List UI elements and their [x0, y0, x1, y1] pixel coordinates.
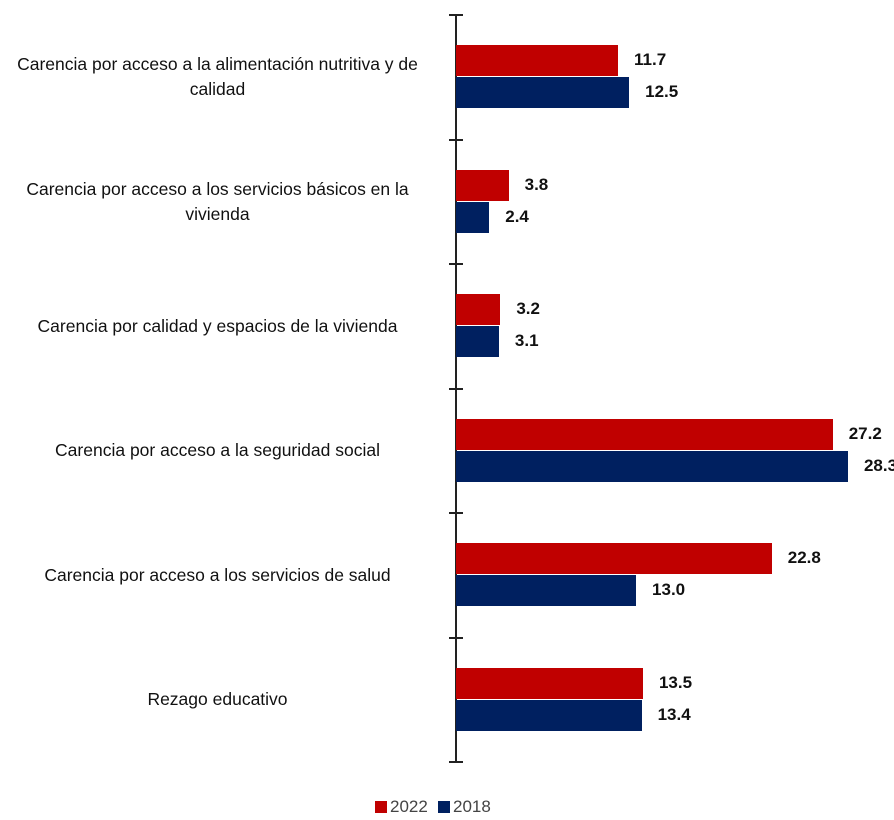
- value-label: 13.0: [652, 580, 686, 600]
- value-label: 3.2: [516, 299, 540, 319]
- bar: [456, 543, 772, 575]
- value-label: 27.2: [848, 423, 882, 443]
- value-label: 13.4: [657, 704, 691, 724]
- legend-label: 2018: [453, 797, 491, 816]
- category-label: Carencia por calidad y espacios de la vi…: [37, 315, 398, 336]
- category-label: Rezago educativo: [147, 689, 288, 710]
- axis-tick: [449, 14, 463, 16]
- bar: [456, 169, 509, 201]
- bar: [456, 667, 643, 699]
- value-label: 28.3: [863, 455, 894, 475]
- bar: [456, 575, 637, 607]
- axis-tick: [449, 512, 463, 514]
- bar: [456, 77, 630, 109]
- axis-tick: [449, 138, 463, 141]
- legend-label: 2022: [390, 797, 428, 816]
- bar: [456, 45, 619, 77]
- axis-tick: [449, 387, 463, 390]
- bar: [456, 699, 642, 731]
- bar: [456, 201, 490, 233]
- category-label: Carencia por acceso a la seguridad socia…: [55, 440, 380, 461]
- legend-swatch: [438, 801, 450, 813]
- value-label: 22.8: [787, 548, 821, 568]
- bar: [456, 294, 501, 326]
- category-label: Carencia por acceso a los servicios de s…: [44, 564, 391, 585]
- bar: [456, 418, 833, 450]
- value-label: 13.5: [658, 672, 693, 692]
- axis-tick: [449, 761, 463, 763]
- axis-tick: [449, 636, 463, 639]
- category-label: Carencia por acceso a la alimentación nu…: [17, 54, 418, 100]
- value-label: 3.1: [514, 331, 539, 351]
- value-label: 2.4: [505, 206, 529, 226]
- bar: [456, 450, 848, 482]
- axis-tick: [449, 263, 463, 265]
- bar: [456, 326, 499, 358]
- value-label: 11.7: [634, 50, 667, 70]
- value-label: 12.5: [645, 82, 679, 102]
- value-label: 3.8: [524, 174, 549, 194]
- category-label: Carencia por acceso a los servicios bási…: [26, 178, 409, 224]
- legend-swatch: [375, 801, 387, 813]
